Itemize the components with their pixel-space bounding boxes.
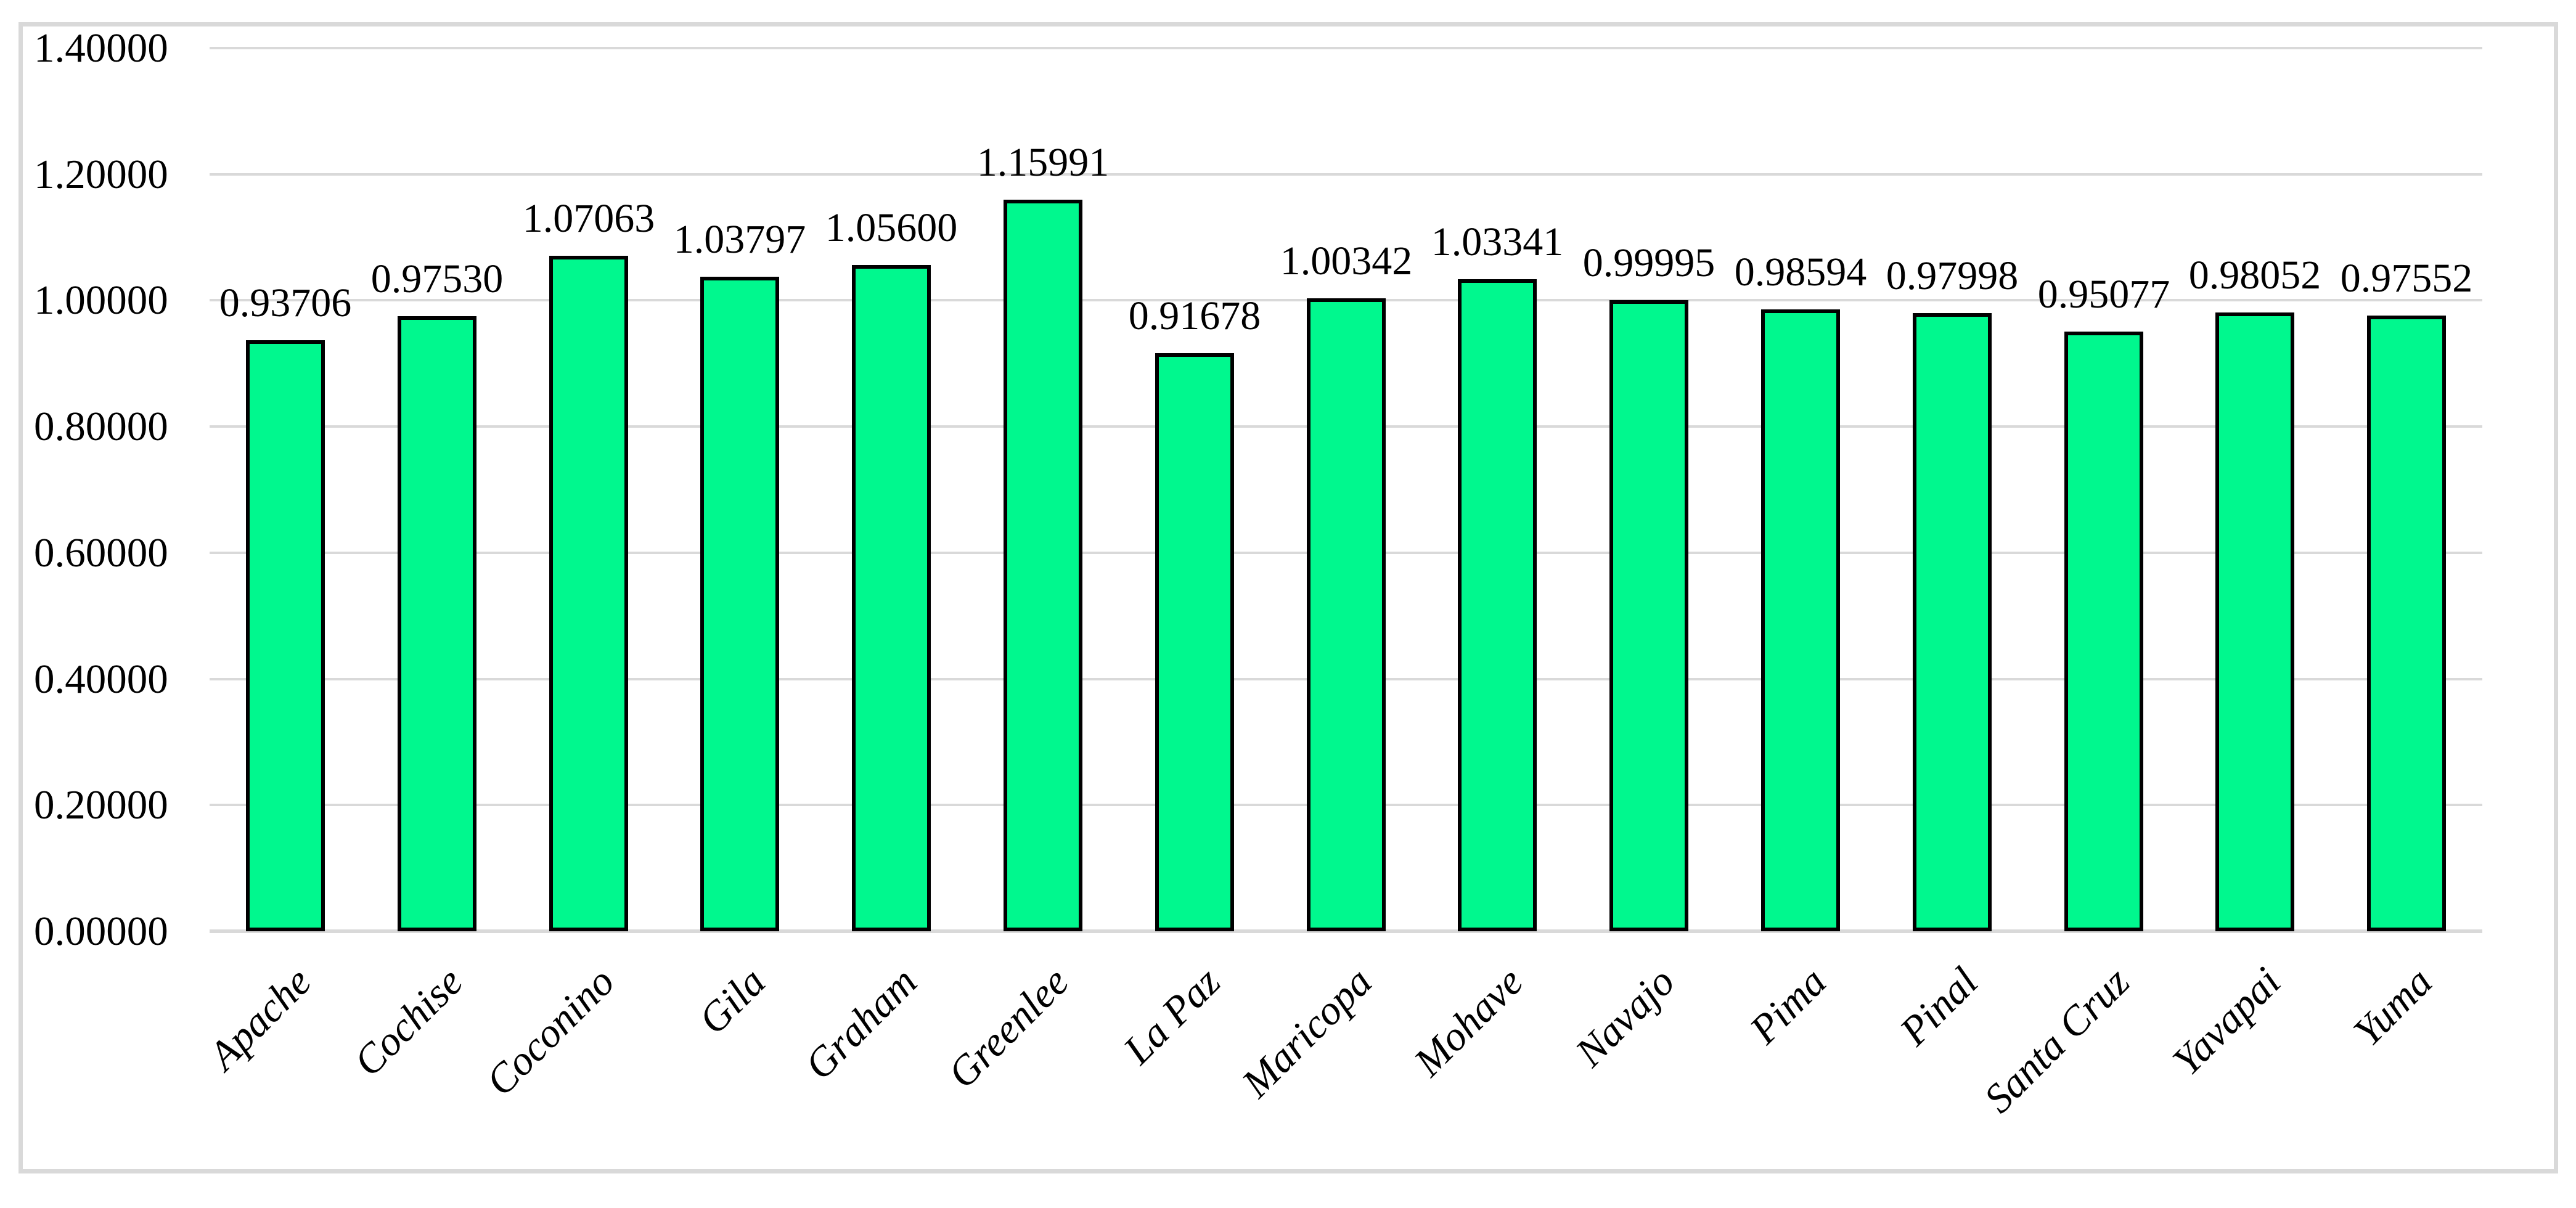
y-tick-label: 0.00000 [34, 908, 168, 954]
y-tick-label: 1.00000 [34, 277, 168, 323]
bar-coconino [549, 256, 628, 931]
gridline [210, 173, 2482, 176]
bar-santa-cruz [2064, 332, 2143, 931]
bar-value-label: 1.03797 [673, 217, 806, 262]
bar-value-label: 0.97998 [1886, 253, 2019, 298]
bar-cochise [398, 316, 476, 931]
bar-value-label: 0.97530 [370, 256, 504, 301]
bar-yavapai [2215, 312, 2294, 931]
bar-pima [1761, 309, 1840, 931]
y-tick-label: 0.20000 [34, 782, 168, 828]
bar-value-label: 1.00342 [1280, 239, 1413, 284]
bar-navajo [1609, 300, 1688, 931]
bar-value-label: 1.05600 [825, 205, 958, 250]
bar-gila [700, 277, 779, 931]
bar-maricopa [1307, 298, 1386, 931]
bar-value-label: 0.97552 [2340, 256, 2473, 301]
x-axis-line [210, 929, 2482, 933]
bar-graham [852, 265, 931, 931]
y-tick-label: 0.60000 [34, 530, 168, 576]
y-tick-label: 1.40000 [34, 25, 168, 71]
bar-la-paz [1155, 353, 1234, 931]
bar-value-label: 0.99995 [1582, 240, 1715, 285]
y-tick-label: 1.20000 [34, 152, 168, 197]
bar-mohave [1458, 279, 1537, 931]
bar-value-label: 0.95077 [2037, 272, 2170, 317]
gridline [210, 47, 2482, 49]
y-tick-label: 0.40000 [34, 656, 168, 702]
bar-value-label: 0.98052 [2188, 253, 2321, 298]
bar-yuma [2367, 316, 2446, 931]
bar-value-label: 0.98594 [1734, 250, 1867, 295]
bar-value-label: 0.91678 [1128, 293, 1261, 338]
bar-greenlee [1004, 200, 1082, 931]
bar-apache [246, 340, 325, 931]
bar-value-label: 1.07063 [522, 196, 655, 241]
bar-value-label: 1.03341 [1431, 219, 1564, 264]
bar-pinal [1913, 313, 1992, 931]
bar-value-label: 1.15991 [976, 140, 1110, 185]
y-tick-label: 0.80000 [34, 404, 168, 449]
bar-value-label: 0.93706 [219, 280, 352, 325]
